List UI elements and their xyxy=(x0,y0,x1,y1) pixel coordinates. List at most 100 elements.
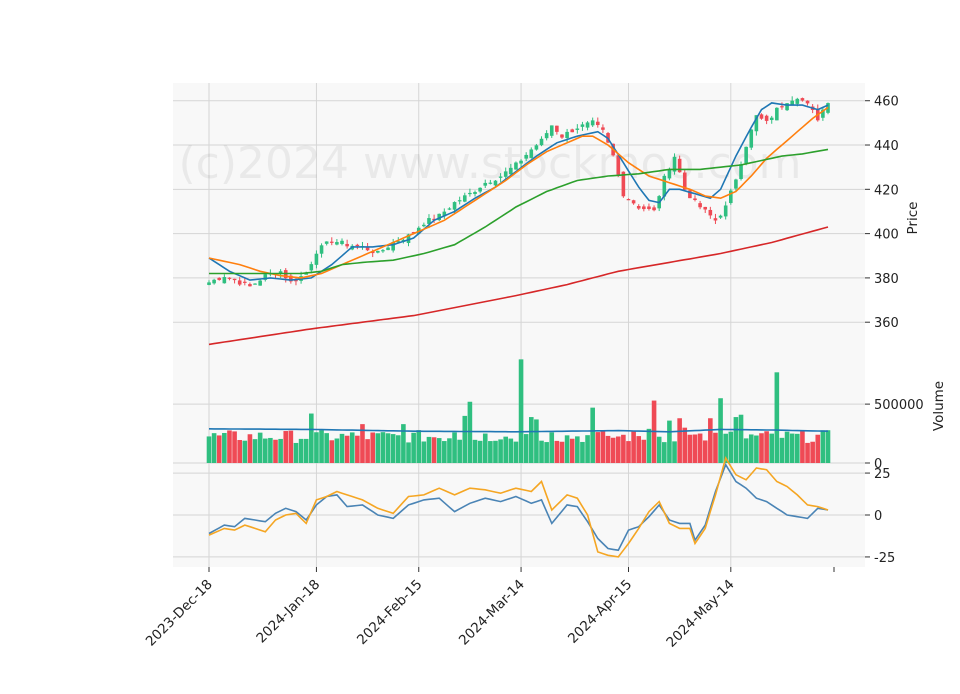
volume-bar xyxy=(447,438,452,463)
moving-average-line-4 xyxy=(208,226,829,346)
volume-bar xyxy=(641,439,647,463)
price-y-tick-label: 380 xyxy=(874,272,899,287)
candle-up xyxy=(729,190,733,204)
volume-bar xyxy=(600,430,606,463)
volume-bar xyxy=(800,430,805,463)
volume-bar xyxy=(411,432,416,463)
candle-up xyxy=(278,271,283,274)
volume-bar xyxy=(621,434,626,463)
candle-down xyxy=(703,206,708,210)
candle-up xyxy=(488,182,493,184)
volume-bar xyxy=(815,434,821,463)
volume-bar xyxy=(738,414,744,463)
volume-bar xyxy=(733,417,739,463)
candle-up xyxy=(212,279,216,284)
volume-bar xyxy=(232,431,237,463)
volume-y-tick-label: 500000 xyxy=(874,398,924,413)
candle-up xyxy=(769,117,774,121)
volume-bar xyxy=(222,432,227,463)
candle-up xyxy=(498,176,503,178)
volume-bar xyxy=(702,440,708,463)
candle-up xyxy=(386,247,390,251)
volume-bar xyxy=(421,441,427,463)
oscillator-y-tick-label: -25 xyxy=(874,551,895,566)
volume-bar xyxy=(303,438,309,463)
candle-down xyxy=(626,199,631,201)
candle-up xyxy=(509,167,513,175)
volume-bar xyxy=(723,433,728,463)
candle-up xyxy=(662,175,667,197)
volume-bar xyxy=(493,440,498,463)
candle-down xyxy=(708,209,713,216)
candle-down xyxy=(345,243,349,247)
volume-bar xyxy=(549,432,555,463)
candle-down xyxy=(370,251,375,254)
volume-bar xyxy=(636,436,642,463)
volume-bar xyxy=(692,434,698,463)
candle-up xyxy=(422,224,426,227)
volume-average-line xyxy=(208,428,829,433)
price-y-tick-label: 360 xyxy=(874,316,899,331)
volume-bar xyxy=(805,442,810,463)
price-y-tick-label: 460 xyxy=(874,95,899,110)
volume-bar xyxy=(564,435,570,463)
candle-up xyxy=(580,124,585,127)
volume-bar xyxy=(544,442,549,463)
volume-bar xyxy=(708,418,713,463)
candle-up xyxy=(534,145,539,150)
volume-bar xyxy=(687,434,693,463)
candle-up xyxy=(503,171,508,177)
price-axis-label: Price xyxy=(905,202,921,235)
candle-down xyxy=(780,106,784,108)
volume-bar xyxy=(309,413,314,463)
volume-bar xyxy=(713,432,718,463)
candle-down xyxy=(243,281,247,283)
candle-up xyxy=(795,98,800,104)
volume-bar xyxy=(344,435,350,463)
volume-bar xyxy=(401,424,406,463)
candle-down xyxy=(652,207,656,211)
volume-bar xyxy=(390,434,396,463)
volume-bar xyxy=(324,433,329,463)
candle-down xyxy=(677,158,682,173)
candle-up xyxy=(396,241,401,243)
volume-bar xyxy=(769,433,775,463)
candle-down xyxy=(570,129,575,133)
candle-up xyxy=(539,138,544,146)
price-y-tick-label: 420 xyxy=(874,183,899,198)
volume-bar xyxy=(488,441,493,463)
volume-bar xyxy=(513,441,519,463)
candle-up xyxy=(462,195,467,202)
candle-down xyxy=(713,218,718,221)
volume-bar xyxy=(242,440,248,463)
volume-bar xyxy=(728,431,734,463)
candle-down xyxy=(248,284,252,287)
volume-bar xyxy=(442,441,447,463)
volume-bar xyxy=(615,436,621,463)
candle-up xyxy=(207,282,211,285)
candle-up xyxy=(406,234,411,243)
candle-up xyxy=(775,107,779,121)
volume-bar xyxy=(360,424,365,463)
volume-bar xyxy=(472,439,478,463)
candle-up xyxy=(253,283,257,285)
volume-bar xyxy=(820,430,826,463)
candle-up xyxy=(447,208,452,210)
candle-up xyxy=(524,154,528,159)
volume-bar xyxy=(380,432,386,463)
candle-down xyxy=(759,114,764,119)
volume-bar xyxy=(764,431,769,463)
candle-down xyxy=(682,172,687,190)
volume-bar xyxy=(554,440,560,463)
volume-bar xyxy=(406,442,411,463)
volume-bar xyxy=(523,434,529,463)
volume-bar xyxy=(467,401,473,463)
volume-bar xyxy=(503,436,509,463)
candle-up xyxy=(790,100,794,105)
volume-bar xyxy=(779,437,785,463)
oscillator-y-tick-label: 0 xyxy=(874,509,882,524)
volume-bar xyxy=(211,433,217,463)
candle-down xyxy=(555,125,559,132)
candle-down xyxy=(560,134,564,138)
volume-axis-label: Volume xyxy=(931,381,947,431)
